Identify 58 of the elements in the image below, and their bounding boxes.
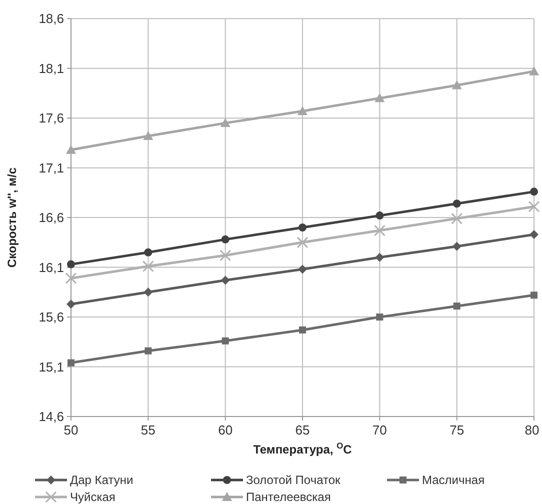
point <box>66 144 76 154</box>
point <box>374 93 385 102</box>
point <box>452 80 462 90</box>
point <box>68 359 74 366</box>
x-axis-title: Температура, $^{O}$C <box>253 440 352 456</box>
y-tick-label: 16,1 <box>38 260 64 275</box>
y-axis-title: Скорость w'', м/с <box>5 167 19 268</box>
point <box>220 250 232 262</box>
y-tick-label: 15,1 <box>38 359 64 374</box>
point <box>66 300 76 309</box>
point <box>452 200 461 208</box>
point <box>144 347 152 354</box>
point <box>298 264 307 274</box>
point <box>529 66 539 76</box>
y-tick-label: 16,6 <box>38 210 64 226</box>
y-tick-label: 15,6 <box>38 310 64 325</box>
x-tick-label: 60 <box>218 422 233 438</box>
point <box>375 252 384 262</box>
x-tick-label: 55 <box>140 422 156 438</box>
point <box>222 337 229 344</box>
point <box>451 212 463 224</box>
legend-label: Пантелеевская <box>246 490 331 504</box>
point <box>67 260 75 268</box>
point <box>453 302 460 310</box>
point <box>299 326 306 334</box>
point <box>374 224 386 236</box>
y-tick-label: 17,1 <box>38 160 64 176</box>
point <box>65 272 77 284</box>
x-tick-label: 50 <box>64 422 78 438</box>
point <box>298 106 308 116</box>
point <box>144 288 153 297</box>
y-tick-label: 18,1 <box>38 60 64 76</box>
point <box>144 248 152 256</box>
point <box>530 292 538 299</box>
point <box>220 118 230 128</box>
point <box>298 223 306 232</box>
y-tick-label: 17,6 <box>38 110 64 126</box>
point <box>376 314 384 321</box>
x-tick-label: 75 <box>450 422 464 438</box>
legend-label: Золотой Початок <box>246 473 342 488</box>
point <box>452 242 462 251</box>
point <box>143 130 154 140</box>
point <box>376 212 384 220</box>
x-tick-label: 65 <box>295 422 310 438</box>
point <box>528 200 540 212</box>
y-tick-label: 14,6 <box>38 409 64 424</box>
legend-label: Чуйская <box>70 490 116 504</box>
point <box>530 188 538 196</box>
point <box>296 236 308 248</box>
point <box>221 235 230 244</box>
legend-label: Масличная <box>422 473 485 488</box>
point <box>220 276 230 285</box>
y-tick-label: 18,6 <box>38 11 64 26</box>
legend-label: Дар Катуни <box>70 473 134 488</box>
x-tick-label: 80 <box>524 422 540 438</box>
point <box>142 260 154 272</box>
x-tick-label: 70 <box>372 422 387 438</box>
point <box>530 230 538 239</box>
